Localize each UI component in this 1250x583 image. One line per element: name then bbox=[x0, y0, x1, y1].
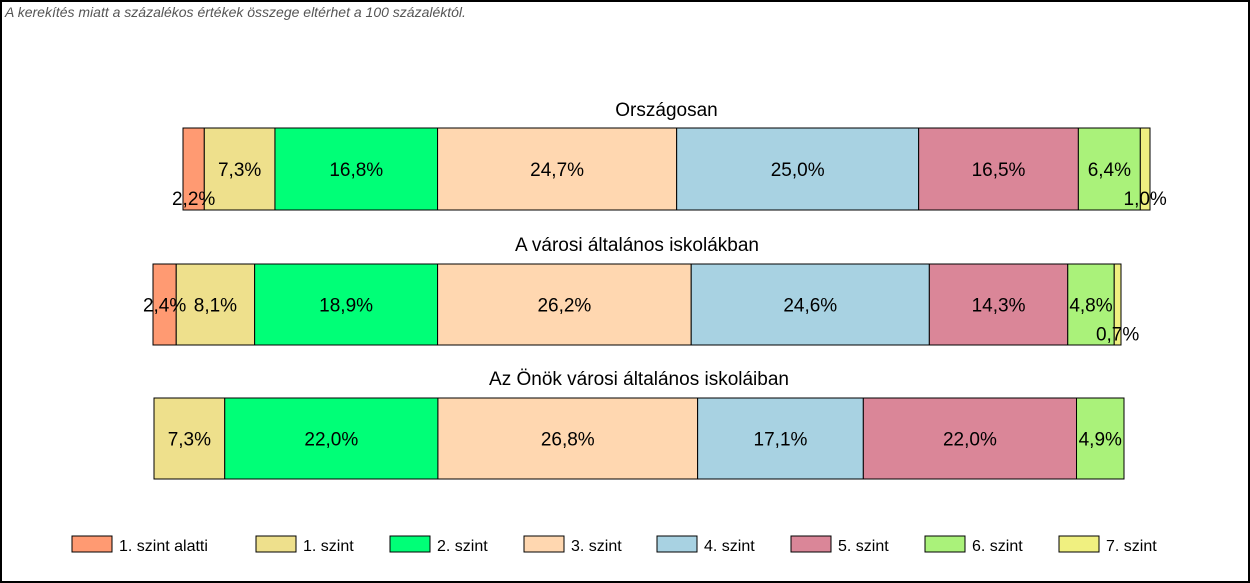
bar-segment-2-3 bbox=[437, 397, 699, 480]
legend-swatch-5 bbox=[790, 535, 832, 553]
data-label-1-7: 0,7% bbox=[1096, 325, 1139, 346]
legend-label-2: 2. szint bbox=[437, 538, 488, 555]
legend-swatch-6 bbox=[924, 535, 966, 553]
rounding-note: A kerekítés miatt a százalékos értékek ö… bbox=[5, 4, 466, 20]
data-label-2-1: 7,3% bbox=[168, 430, 211, 451]
bar-outline-1 bbox=[152, 263, 1122, 346]
data-label-0-0: 2,2% bbox=[172, 189, 215, 210]
data-label-1-3: 26,2% bbox=[537, 296, 591, 317]
category-title-2: Az Önök városi általános iskoláiban bbox=[489, 369, 789, 390]
data-label-0-1: 7,3% bbox=[218, 160, 261, 181]
legend-label-5: 5. szint bbox=[838, 538, 889, 555]
data-label-0-4: 25,0% bbox=[771, 160, 825, 181]
category-title-1: A városi általános iskolákban bbox=[515, 235, 759, 256]
data-label-2-5: 22,0% bbox=[943, 430, 997, 451]
legend-label-0: 1. szint alatti bbox=[119, 538, 208, 555]
legend-label-3: 3. szint bbox=[571, 538, 622, 555]
data-label-1-0: 2,4% bbox=[143, 296, 186, 317]
bar-segment-1-3 bbox=[437, 263, 692, 346]
legend-swatch-3 bbox=[523, 535, 565, 553]
data-label-1-2: 18,9% bbox=[319, 296, 373, 317]
bar-outline-0 bbox=[182, 127, 1151, 211]
bar-segment-2-6 bbox=[1076, 397, 1125, 480]
bar-segment-1-4 bbox=[690, 263, 930, 346]
category-title-0: Országosan bbox=[615, 100, 717, 121]
legend-swatch-7 bbox=[1058, 535, 1100, 553]
legend-label-1: 1. szint bbox=[303, 538, 354, 555]
data-label-2-3: 26,8% bbox=[541, 430, 595, 451]
legend-swatch-2 bbox=[389, 535, 431, 553]
legend-swatch-0 bbox=[71, 535, 113, 553]
legend-swatch-1 bbox=[255, 535, 297, 553]
bar-segment-1-2 bbox=[254, 263, 439, 346]
data-label-2-2: 22,0% bbox=[304, 430, 358, 451]
data-label-2-6: 4,9% bbox=[1079, 430, 1122, 451]
bar-segment-2-4 bbox=[697, 397, 864, 480]
data-label-0-5: 16,5% bbox=[972, 160, 1026, 181]
bar-segment-2-5 bbox=[862, 397, 1078, 480]
legend-label-6: 6. szint bbox=[972, 538, 1023, 555]
bar-outline-2 bbox=[153, 397, 1125, 480]
bar-segment-2-2 bbox=[224, 397, 439, 480]
data-label-1-4: 24,6% bbox=[783, 296, 837, 317]
legend-label-4: 4. szint bbox=[704, 538, 755, 555]
bar-segment-2-1 bbox=[153, 397, 226, 480]
data-label-0-3: 24,7% bbox=[530, 160, 584, 181]
data-label-1-1: 8,1% bbox=[194, 296, 237, 317]
bar-segment-1-6 bbox=[1067, 263, 1115, 346]
data-label-0-7: 1,0% bbox=[1124, 189, 1167, 210]
data-label-2-4: 17,1% bbox=[754, 430, 808, 451]
bar-segment-1-5 bbox=[928, 263, 1069, 346]
legend-label-7: 7. szint bbox=[1106, 538, 1157, 555]
legend-swatch-4 bbox=[656, 535, 698, 553]
data-label-1-6: 4,8% bbox=[1069, 296, 1112, 317]
data-label-1-5: 14,3% bbox=[972, 296, 1026, 317]
data-label-0-2: 16,8% bbox=[329, 160, 383, 181]
bar-segment-0-6 bbox=[1077, 127, 1141, 211]
data-label-0-6: 6,4% bbox=[1088, 160, 1131, 181]
